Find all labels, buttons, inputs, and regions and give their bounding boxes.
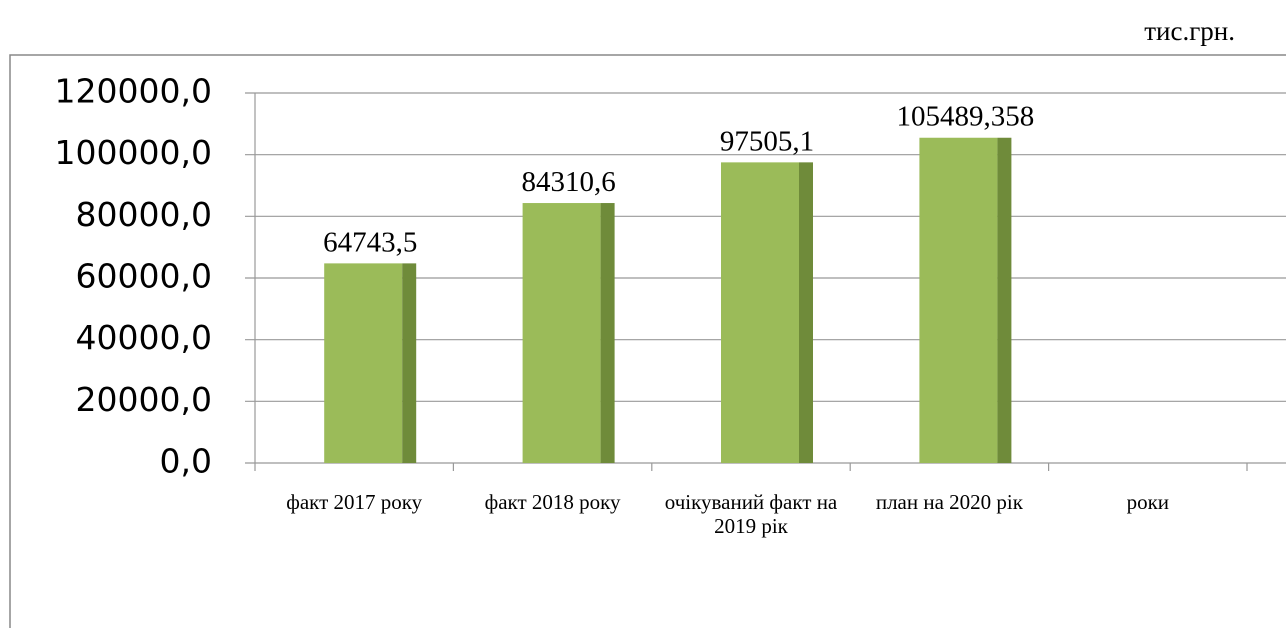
bar-side xyxy=(600,203,615,464)
bar xyxy=(721,162,799,464)
bar-side xyxy=(997,137,1012,463)
data-label: 84310,6 xyxy=(521,166,615,198)
bar-side xyxy=(402,263,417,463)
y-tick-label: 20000,0 xyxy=(76,380,212,419)
chart-frame xyxy=(9,54,1286,628)
x-tick-label: очікуваний факт на 2019 рік xyxy=(664,490,838,538)
unit-label: тис.грн. xyxy=(1144,16,1235,46)
x-tick-label: факт 2018 року xyxy=(484,490,621,514)
bar xyxy=(919,137,998,463)
y-tick-label: 0,0 xyxy=(160,442,212,481)
bar xyxy=(522,203,601,464)
y-tick-label: 100000,0 xyxy=(55,133,212,172)
y-tick-label: 120000,0 xyxy=(55,72,212,111)
x-tick-label: роки xyxy=(1126,490,1170,514)
x-tick-label: план на 2020 рік xyxy=(875,490,1023,514)
y-tick-label: 80000,0 xyxy=(76,195,212,234)
data-label: 105489,358 xyxy=(897,101,1035,133)
y-tick-label: 40000,0 xyxy=(76,318,212,357)
data-label: 64743,5 xyxy=(323,226,417,258)
y-tick-label: 60000,0 xyxy=(76,257,212,296)
x-tick-label: факт 2017 року xyxy=(286,490,423,514)
bar-side xyxy=(799,162,813,464)
data-label: 97505,1 xyxy=(720,125,814,157)
bar xyxy=(324,263,403,463)
